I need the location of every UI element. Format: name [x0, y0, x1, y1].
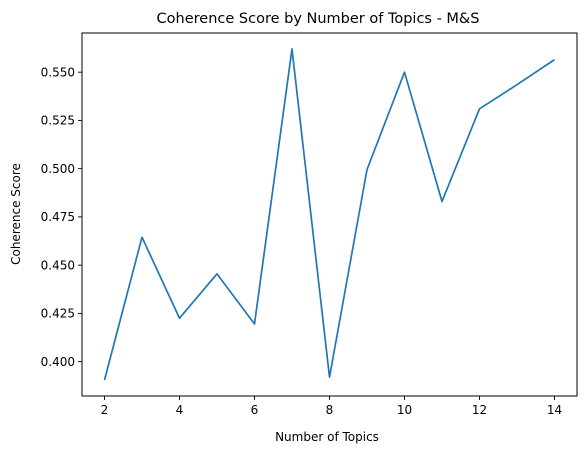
- y-tick-label: 0.525: [41, 114, 75, 128]
- x-tick-label: 4: [176, 403, 184, 417]
- y-tick-label: 0.475: [41, 210, 75, 224]
- y-tick-label: 0.425: [41, 307, 75, 321]
- chart-title: Coherence Score by Number of Topics - M&…: [157, 11, 480, 27]
- x-tick-label: 6: [251, 403, 259, 417]
- y-tick-label: 0.400: [41, 355, 75, 369]
- x-tick-label: 10: [397, 403, 412, 417]
- y-tick-label: 0.550: [41, 65, 75, 79]
- series-line: [103, 48, 555, 381]
- x-tick-label: 2: [101, 403, 109, 417]
- x-tick-label: 14: [547, 403, 562, 417]
- y-tick-label: 0.450: [41, 258, 75, 272]
- y-axis: 0.400 0.425 0.450 0.475 0.500 0.525 0.550: [41, 65, 82, 369]
- x-axis: 2 4 6 8 10 12 14: [101, 396, 562, 417]
- x-tick-label: 8: [326, 403, 334, 417]
- y-axis-label: Coherence Score: [9, 163, 23, 265]
- x-axis-label: Number of Topics: [275, 430, 379, 444]
- plot-frame: [81, 32, 578, 397]
- plot-area: [103, 48, 555, 381]
- y-tick-label: 0.500: [41, 162, 75, 176]
- x-tick-label: 12: [472, 403, 487, 417]
